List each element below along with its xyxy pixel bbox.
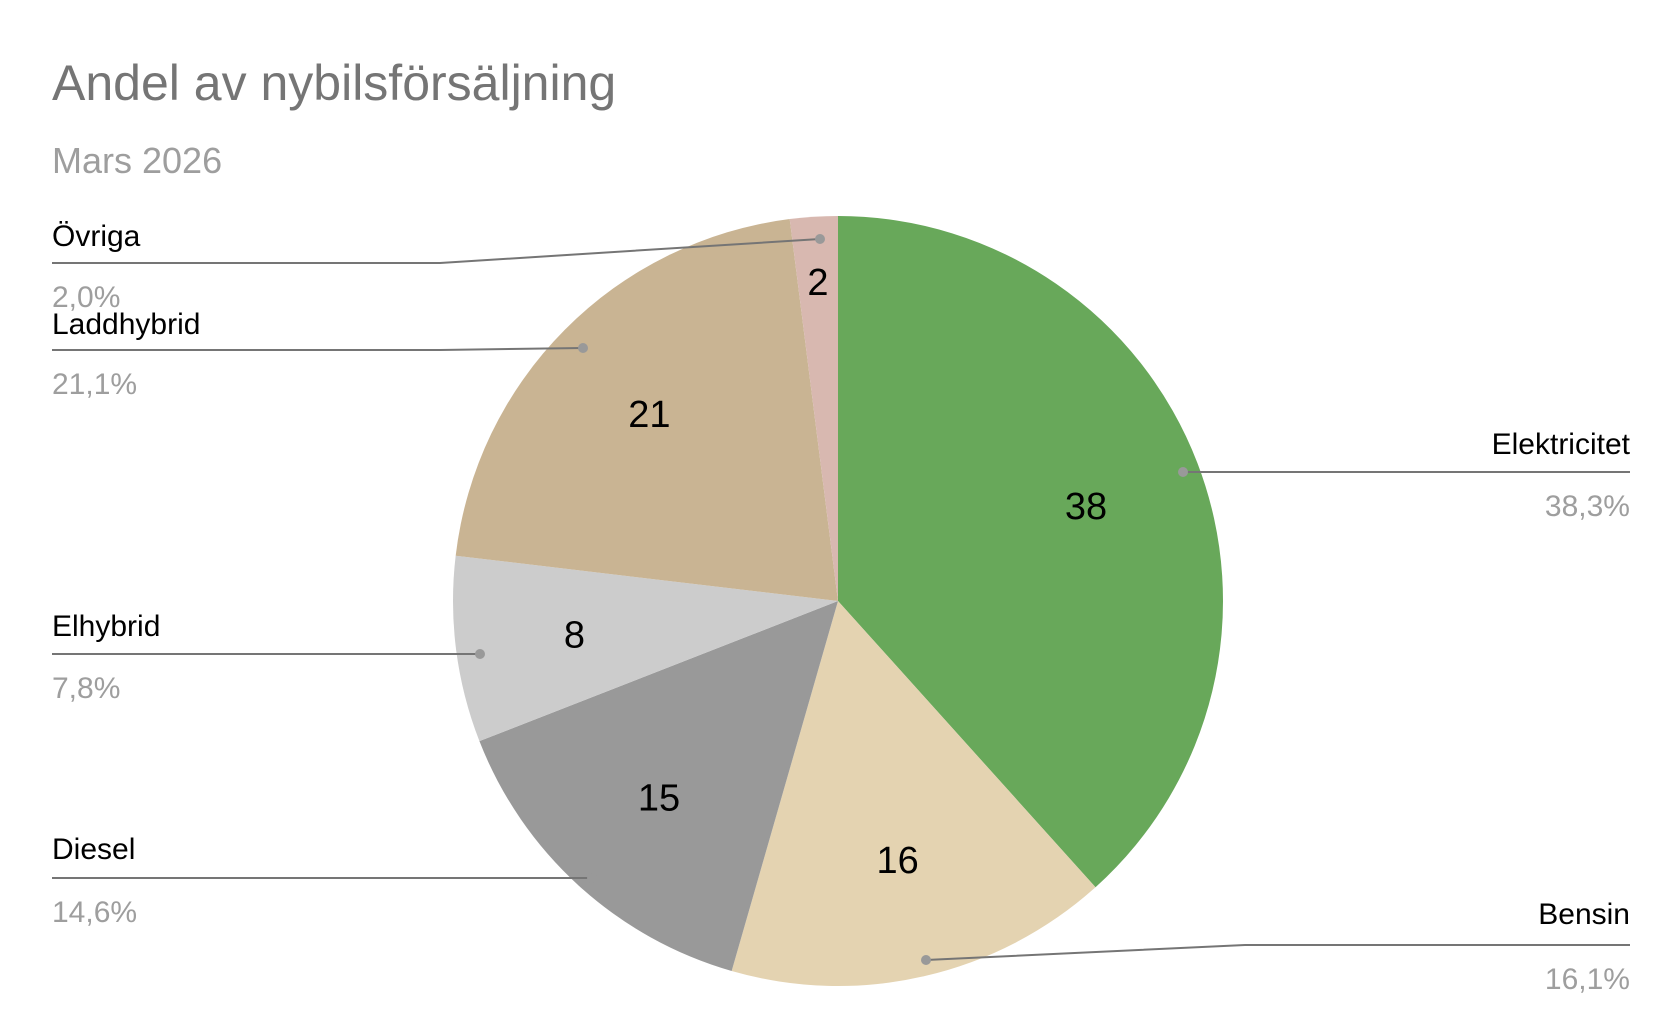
callout-dot-elhybrid: [475, 649, 485, 659]
pie-slice-laddhybrid: [455, 219, 838, 601]
slice-value-label-ovriga: 2: [807, 262, 828, 304]
callout-dot-laddhybrid: [578, 343, 588, 353]
callout-line-ovriga: [52, 238, 821, 264]
pie-slice-bensin: [731, 601, 1096, 986]
legend-percent-elektricitet: 38,3%: [1545, 490, 1630, 523]
callout-line-bensin: [925, 944, 1630, 961]
callout-dot-elektricitet: [1178, 467, 1188, 477]
slice-value-label-elektricitet: 38: [1065, 486, 1107, 528]
pie-slice-elektricitet: [838, 216, 1223, 888]
callout-dot-ovriga: [815, 234, 825, 244]
chart-subtitle: Mars 2026: [52, 140, 223, 181]
legend-percent-elhybrid: 7,8%: [52, 672, 120, 705]
legend-name-diesel: Diesel: [52, 833, 135, 866]
legend-name-elhybrid: Elhybrid: [52, 610, 160, 643]
legend-percent-bensin: 16,1%: [1545, 963, 1630, 996]
pie-slice-elhybrid: [453, 555, 838, 742]
legend-name-laddhybrid: Laddhybrid: [52, 308, 200, 341]
legend-percent-ovriga: 2,0%: [52, 281, 120, 314]
callout-dot-diesel: [587, 873, 597, 883]
legend-name-ovriga: Övriga: [52, 220, 141, 253]
slice-value-label-bensin: 16: [876, 840, 918, 882]
callout-line-laddhybrid: [52, 347, 584, 351]
pie-slice-ovriga: [789, 216, 838, 601]
slice-value-label-diesel: 15: [638, 777, 680, 819]
pie-slice-diesel: [479, 601, 838, 972]
chart-title: Andel av nybilsförsäljning: [52, 55, 617, 111]
callout-dot-bensin: [921, 955, 931, 965]
slice-value-label-laddhybrid: 21: [628, 394, 670, 436]
legend-name-elektricitet: Elektricitet: [1492, 428, 1631, 461]
legend-percent-laddhybrid: 21,1%: [52, 368, 137, 401]
slice-value-label-elhybrid: 8: [564, 615, 585, 657]
legend-percent-diesel: 14,6%: [52, 896, 137, 929]
legend-name-bensin: Bensin: [1538, 898, 1630, 931]
